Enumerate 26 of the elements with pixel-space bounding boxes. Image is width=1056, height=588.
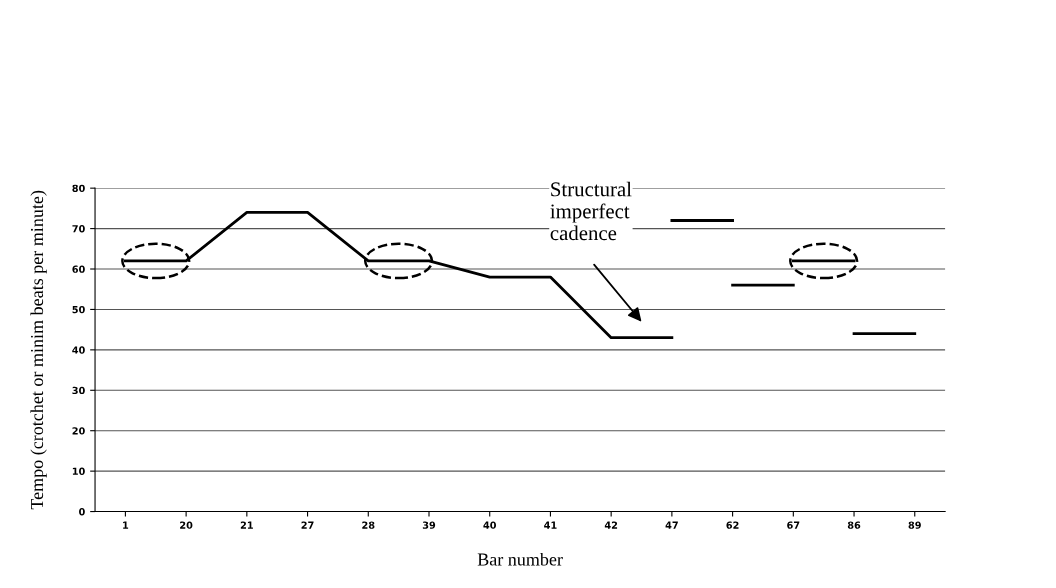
y-tick-label: 70 (72, 225, 85, 233)
y-tick-label: 80 (72, 184, 85, 192)
y-tick-label: 0 (79, 508, 85, 516)
y-tick-label: 30 (72, 386, 85, 395)
x-tick-label: 27 (301, 521, 314, 529)
x-tick-label: 1 (123, 521, 129, 529)
y-tick-label: 40 (72, 346, 85, 354)
y-tick-label: 20 (72, 427, 85, 435)
x-axis-title: Bar number (477, 552, 563, 566)
x-tick-label: 67 (787, 521, 800, 529)
x-tick-label: 42 (604, 521, 618, 529)
x-tick-label: 39 (422, 521, 436, 529)
x-tick-label: 21 (240, 521, 253, 529)
x-tick-label: 20 (180, 521, 193, 529)
x-tick-label: 89 (908, 521, 921, 529)
x-tick-label: 28 (362, 521, 375, 529)
x-tick-label: 40 (483, 521, 497, 529)
x-tick-label: 86 (847, 521, 861, 529)
y-tick-label: 50 (72, 305, 85, 314)
x-tick-label: 62 (726, 521, 739, 529)
y-axis-title: Tempo (crotchet or minim beats per minute) (30, 190, 47, 510)
annotation: Structural imperfect cadence (550, 181, 632, 241)
y-tick-label: 60 (72, 265, 85, 273)
x-tick-label: 41 (544, 521, 557, 529)
y-tick-label: 10 (72, 467, 85, 475)
x-tick-label: 47 (665, 521, 678, 529)
